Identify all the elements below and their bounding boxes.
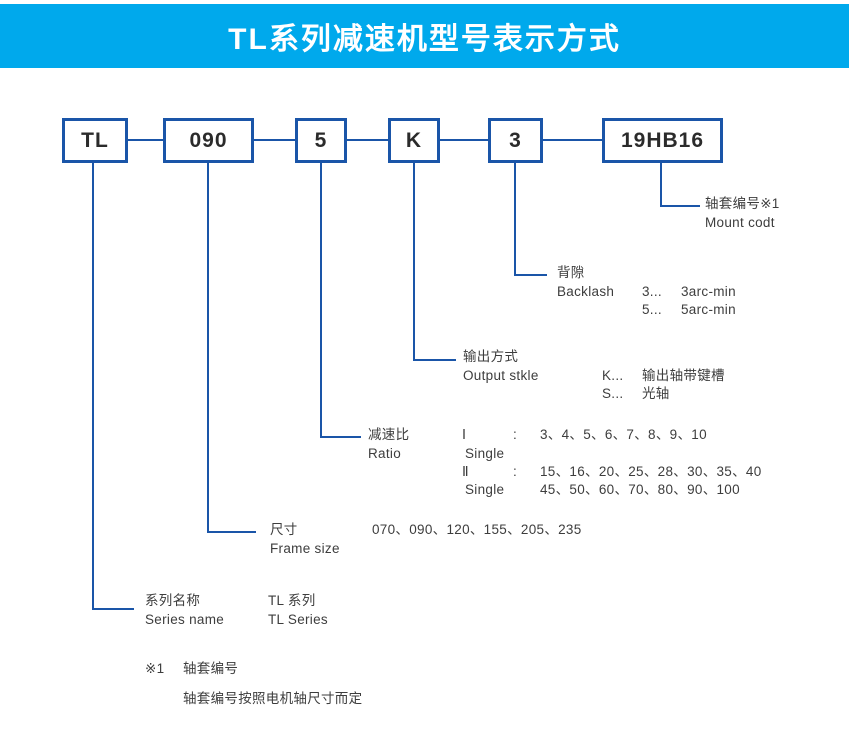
leader-line-frame <box>207 163 256 533</box>
ratio-stage1-numeral: Ⅰ <box>462 427 467 442</box>
series-value-zh: TL 系列 <box>268 593 316 608</box>
leader-line-output <box>413 163 456 361</box>
frame-label-en: Frame size <box>270 541 340 556</box>
series-label-zh: 系列名称 <box>145 593 201 608</box>
page-title: TL系列减速机型号表示方式 <box>228 23 621 56</box>
ratio-label-zh: 减速比 <box>368 427 410 442</box>
backlash-label-en: Backlash <box>557 284 615 299</box>
model-segment-backlash-box: 3 <box>488 118 543 163</box>
frame-label-zh: 尺寸 <box>270 522 298 537</box>
leader-line-series <box>92 163 134 610</box>
ratio-stage2-values-line2: 45、50、60、70、80、90、100 <box>540 482 740 497</box>
output-option-desc: 光轴 <box>642 386 670 401</box>
box-connector-line <box>254 139 295 141</box>
leader-line-mount <box>660 163 700 207</box>
output-label-zh: 输出方式 <box>463 349 519 364</box>
ratio-stage1-colon: : <box>513 427 518 442</box>
backlash-option-code: 5... <box>642 302 662 317</box>
ratio-stage1-values: 3、4、5、6、7、8、9、10 <box>540 427 707 442</box>
box-connector-line <box>128 139 163 141</box>
frame-values: 070、090、120、155、205、235 <box>372 522 582 537</box>
ratio-stage2-values-line1: 15、16、20、25、28、30、35、40 <box>540 464 762 479</box>
ratio-stage1-type: Single <box>465 446 505 461</box>
footnote-title: 轴套编号 <box>183 661 239 676</box>
box-connector-line <box>543 139 602 141</box>
ratio-stage2-type: Single <box>465 482 505 497</box>
model-segment-series-box: TL <box>62 118 128 163</box>
leader-line-ratio <box>320 163 361 438</box>
box-connector-line <box>440 139 488 141</box>
box-connector-line <box>347 139 388 141</box>
footnote-note: 轴套编号按照电机轴尺寸而定 <box>183 691 363 706</box>
backlash-option-desc: 3arc-min <box>681 284 736 299</box>
backlash-option-code: 3... <box>642 284 662 299</box>
output-label-en: Output stkle <box>463 368 539 383</box>
mount-label-zh: 轴套编号※1 <box>705 196 780 211</box>
ratio-stage2-colon: : <box>513 464 518 479</box>
series-value-en: TL Series <box>268 612 328 627</box>
model-segment-output-box: K <box>388 118 440 163</box>
output-option-desc: 输出轴带键槽 <box>642 368 725 383</box>
leader-line-backlash <box>514 163 547 276</box>
footnote-mark: ※1 <box>145 661 165 676</box>
series-label-en: Series name <box>145 612 225 627</box>
ratio-stage2-numeral: Ⅱ <box>462 464 469 479</box>
backlash-label-zh: 背隙 <box>557 265 585 280</box>
mount-label-en: Mount codt <box>705 215 775 230</box>
model-segment-frame-box: 090 <box>163 118 254 163</box>
backlash-option-desc: 5arc-min <box>681 302 736 317</box>
model-segment-ratio-box: 5 <box>295 118 347 163</box>
title-banner: TL系列减速机型号表示方式 <box>0 4 849 68</box>
output-option-code: S... <box>602 386 624 401</box>
ratio-label-en: Ratio <box>368 446 402 461</box>
model-segment-mount-box: 19HB16 <box>602 118 723 163</box>
output-option-code: K... <box>602 368 624 383</box>
